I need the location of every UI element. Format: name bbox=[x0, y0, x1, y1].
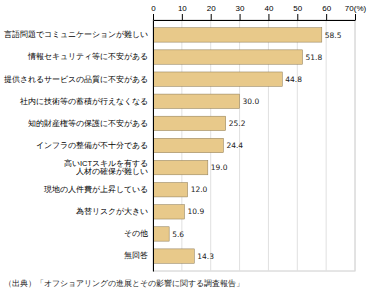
bar bbox=[153, 205, 184, 219]
y-tick: インフラの整備が不十分である bbox=[36, 141, 153, 150]
bar bbox=[153, 116, 226, 130]
x-tick-mark bbox=[211, 14, 212, 20]
x-tick-label: 40 bbox=[264, 4, 273, 13]
y-tick: 知的財産権等の保護に不安がある bbox=[28, 119, 153, 128]
y-tick: 為替リスクが大きい bbox=[76, 207, 153, 216]
x-tick-mark bbox=[297, 14, 298, 20]
x-axis-line bbox=[154, 20, 356, 21]
y-tick: 高いICTスキルを有する人材の確保が難しい bbox=[64, 159, 153, 176]
x-tick-mark bbox=[355, 14, 356, 20]
x-tick-label: 20 bbox=[207, 4, 216, 13]
bar bbox=[153, 94, 240, 108]
grid-line bbox=[326, 20, 327, 271]
data-label: 5.6 bbox=[172, 230, 184, 239]
x-tick-mark bbox=[182, 14, 183, 20]
x-tick-label: 10 bbox=[178, 4, 187, 13]
x-tick-mark bbox=[240, 14, 241, 20]
y-tick-label: 為替リスクが大きい bbox=[76, 207, 148, 216]
data-label: 25.2 bbox=[229, 119, 246, 128]
data-label: 19.0 bbox=[211, 163, 228, 172]
bar bbox=[153, 138, 223, 152]
annotations: （出典）「オフショアリングの進展とその影響に関する調査報告」 bbox=[4, 279, 244, 288]
x-tick: 30 bbox=[236, 4, 245, 20]
x-tick: 50 bbox=[293, 4, 302, 20]
y-tick-label: その他 bbox=[124, 229, 148, 238]
x-tick: 0 bbox=[151, 4, 156, 20]
data-label: 24.4 bbox=[226, 141, 243, 150]
x-tick: 60 bbox=[322, 4, 331, 20]
x-tick-label: 60 bbox=[322, 4, 331, 13]
x-tick: 20 bbox=[207, 4, 216, 20]
y-tick-label: 提供されるサービスの品質に不安がある bbox=[4, 75, 148, 84]
bar bbox=[153, 28, 322, 42]
y-tick: 提供されるサービスの品質に不安がある bbox=[4, 75, 153, 84]
x-tick-label: 30 bbox=[236, 4, 245, 13]
y-tick: 無回答 bbox=[124, 251, 153, 260]
plot: 58.5 51.8 44.8 30.0 25.2 24.4 19.0 12.0 10.9 5.6 1… bbox=[4, 4, 367, 272]
plot-frame bbox=[153, 20, 355, 271]
data-label: 44.8 bbox=[285, 75, 302, 84]
data-label: 58.5 bbox=[325, 31, 342, 40]
bar bbox=[153, 72, 282, 86]
x-tick-mark bbox=[268, 14, 269, 20]
bar bbox=[153, 50, 302, 64]
y-tick: 情報セキュリティ等に不安がある bbox=[27, 52, 153, 61]
grid-line bbox=[153, 20, 154, 271]
x-tick-mark bbox=[326, 14, 327, 20]
bar bbox=[153, 183, 188, 197]
grid bbox=[153, 20, 355, 271]
y-tick: 現地の人件費が上昇している bbox=[44, 185, 153, 194]
y-axis: 言語問題でコミュニケーションが難しい情報セキュリティ等に不安がある提供されるサー… bbox=[4, 21, 154, 272]
x-axis: 0 10 20 30 40 50 60 70(%) bbox=[151, 4, 366, 21]
caption: （出典）「オフショアリングの進展とその影響に関する調査報告」 bbox=[4, 279, 244, 288]
x-tick: 40 bbox=[264, 4, 273, 20]
y-axis-line bbox=[153, 21, 154, 272]
bar bbox=[153, 227, 169, 241]
x-tick-label: 50 bbox=[293, 4, 302, 13]
y-tick-label: インフラの整備が不十分である bbox=[36, 141, 148, 150]
x-tick-mark bbox=[153, 14, 154, 20]
bars bbox=[153, 28, 322, 264]
y-tick-label: 言語問題でコミュニケーションが難しい bbox=[4, 30, 148, 39]
chart: 58.5 51.8 44.8 30.0 25.2 24.4 19.0 12.0 10.9 5.6 1… bbox=[0, 0, 373, 291]
grid-line bbox=[355, 20, 356, 271]
bar bbox=[153, 160, 208, 174]
y-tick-label: 知的財産権等の保護に不安がある bbox=[28, 119, 148, 128]
x-tick: 70(%) bbox=[345, 4, 367, 20]
y-tick: 社内に技術等の蓄積が行えなくなる bbox=[20, 97, 153, 106]
data-label: 14.3 bbox=[197, 252, 214, 261]
data-label: 51.8 bbox=[305, 53, 322, 62]
y-tick: その他 bbox=[124, 229, 153, 238]
y-tick-label: 無回答 bbox=[124, 251, 148, 260]
data-labels: 58.5 51.8 44.8 30.0 25.2 24.4 19.0 12.0 10.9 5.6 1… bbox=[172, 31, 342, 261]
data-label: 12.0 bbox=[191, 185, 208, 194]
x-tick-label: 70(%) bbox=[345, 4, 367, 13]
y-tick-label: 情報セキュリティ等に不安がある bbox=[27, 52, 148, 61]
y-tick-label: 高いICTスキルを有する人材の確保が難しい bbox=[64, 159, 148, 176]
x-tick-label: 0 bbox=[151, 4, 156, 13]
y-tick-label: 現地の人件費が上昇している bbox=[44, 185, 148, 194]
x-tick: 10 bbox=[178, 4, 187, 20]
bar bbox=[153, 249, 194, 263]
data-label: 10.9 bbox=[187, 207, 204, 216]
y-tick: 言語問題でコミュニケーションが難しい bbox=[4, 30, 153, 39]
y-tick-label: 社内に技術等の蓄積が行えなくなる bbox=[20, 97, 148, 106]
data-label: 30.0 bbox=[243, 97, 260, 106]
